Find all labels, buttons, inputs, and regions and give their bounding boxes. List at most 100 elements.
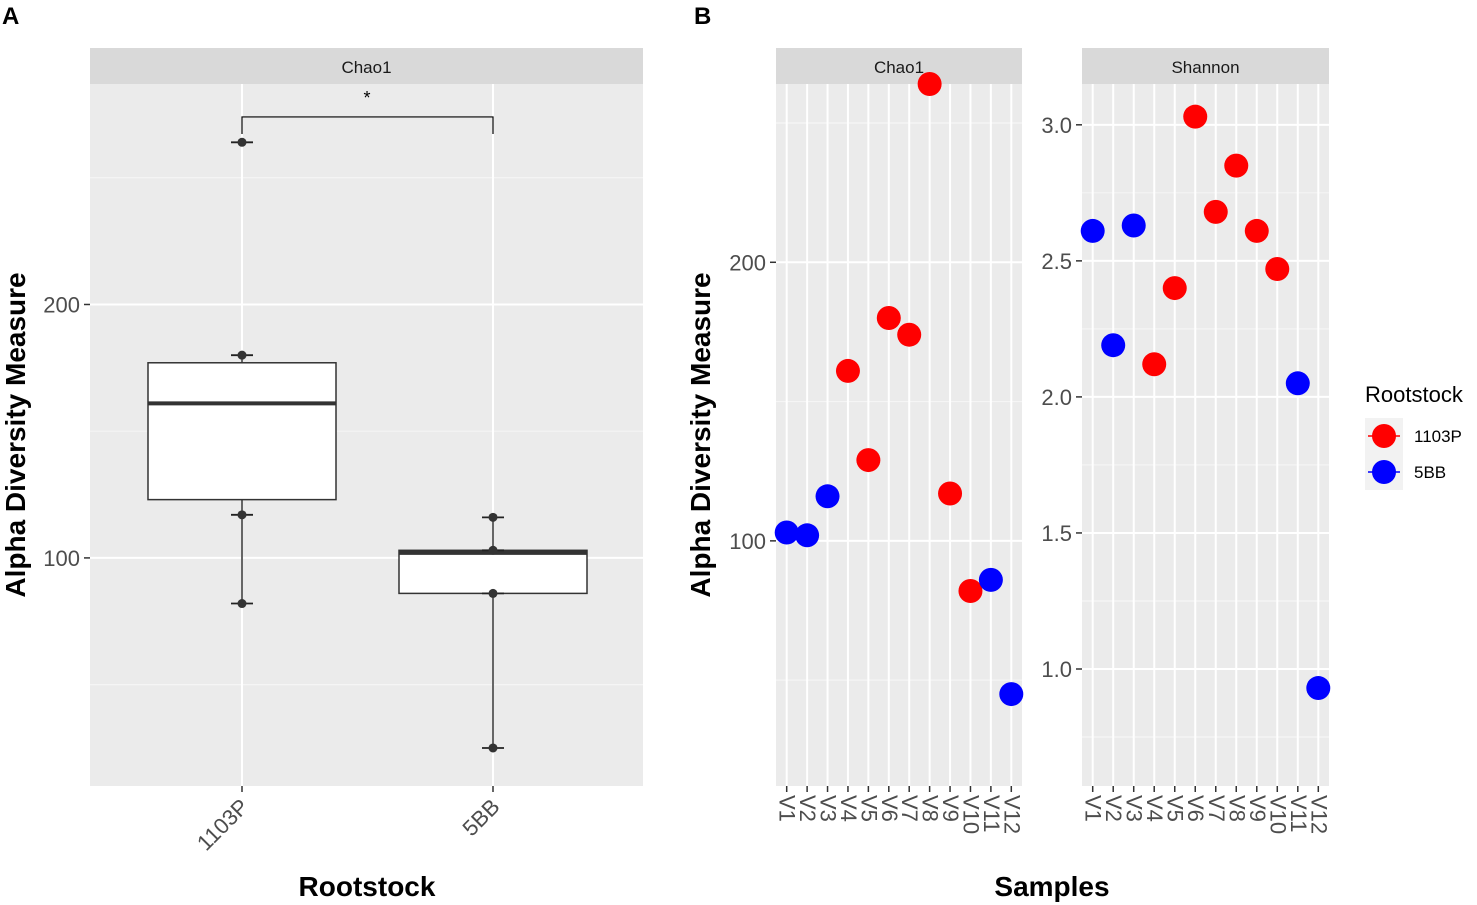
panel-b-facets: 100200V1V2V3V4V5V6V7V8V9V10V11V121.01.52… bbox=[729, 72, 1331, 834]
x-tick-label: V7 bbox=[1204, 795, 1229, 822]
y-tick-label: 200 bbox=[729, 250, 766, 275]
legend-label-5bb: 5BB bbox=[1414, 463, 1446, 482]
y-tick-label: 1.5 bbox=[1041, 521, 1072, 546]
x-tick-label: V7 bbox=[897, 795, 922, 822]
sample-point-shannon bbox=[1142, 352, 1167, 377]
x-tick-label: V5 bbox=[856, 795, 881, 822]
x-tick-label: V4 bbox=[1142, 795, 1167, 822]
x-tick-label: V6 bbox=[877, 795, 902, 822]
sample-point-chao1 bbox=[917, 72, 942, 96]
panel-b-chao1-strip-label: Chao1 bbox=[874, 58, 924, 77]
legend: Rootstock 1103P 5BB bbox=[1365, 382, 1464, 490]
panel-b-chao1-strip bbox=[776, 48, 1022, 84]
legend-marker-5bb bbox=[1372, 460, 1396, 484]
sample-point-chao1 bbox=[815, 484, 840, 509]
x-tick-label: V12 bbox=[1306, 795, 1331, 834]
sample-point-shannon bbox=[1101, 333, 1126, 358]
x-tick-label: V6 bbox=[1183, 795, 1208, 822]
sample-point-chao1 bbox=[835, 358, 860, 383]
x-tick-label: V9 bbox=[938, 795, 963, 822]
sample-point-shannon bbox=[1121, 213, 1146, 238]
sample-point-chao1 bbox=[897, 322, 922, 347]
sample-point-shannon bbox=[1203, 199, 1228, 224]
panel-b-y-title: Alpha Diversity Measure bbox=[685, 272, 716, 597]
box-5BB bbox=[398, 549, 588, 595]
panel-b-chao1-background bbox=[776, 84, 1022, 786]
x-tick-label: V2 bbox=[795, 795, 820, 822]
box-1103P bbox=[147, 362, 337, 501]
sample-point-shannon bbox=[1306, 676, 1331, 701]
x-tick-label: V3 bbox=[1122, 795, 1147, 822]
panel-b-shannon-strip bbox=[1082, 48, 1329, 84]
x-tick-label: V8 bbox=[918, 795, 943, 822]
panel-label-a: A bbox=[2, 3, 19, 30]
panel-a-y-axis: 100 200 bbox=[43, 292, 90, 571]
x-tick-label: V11 bbox=[1286, 795, 1311, 833]
x-tick-label: V9 bbox=[1245, 795, 1270, 822]
panel-a-strip-label: Chao1 bbox=[341, 58, 391, 77]
panel-a-points bbox=[231, 137, 504, 753]
data-point bbox=[237, 137, 247, 147]
sample-point-chao1 bbox=[999, 682, 1024, 707]
panel-b-x-title: Samples bbox=[994, 871, 1109, 902]
data-point bbox=[237, 510, 247, 520]
y-tick-label: 3.0 bbox=[1041, 113, 1072, 138]
sample-point-chao1 bbox=[876, 306, 901, 330]
x-tick-label: V2 bbox=[1101, 795, 1126, 822]
panel-a-x-axis: 1103P 5BB bbox=[192, 786, 505, 855]
legend-marker-1103p bbox=[1372, 424, 1396, 448]
significance-bracket bbox=[241, 116, 494, 134]
x-tick-label: V5 bbox=[1163, 795, 1188, 822]
panel-a: Chao1 * 100 200 1103P 5BB Rootstock Alpha … bbox=[0, 48, 643, 902]
sample-point-chao1 bbox=[856, 448, 881, 473]
data-point bbox=[488, 545, 498, 555]
data-point bbox=[488, 512, 498, 522]
x-tick-label: V11 bbox=[979, 795, 1004, 833]
legend-title: Rootstock bbox=[1365, 382, 1464, 407]
sample-point-chao1 bbox=[938, 481, 963, 506]
panel-b-shannon-strip-label: Shannon bbox=[1171, 58, 1239, 77]
x-tick-label: 5BB bbox=[457, 794, 504, 841]
x-tick-label: V4 bbox=[836, 795, 861, 822]
panel-a-boxes bbox=[147, 355, 588, 748]
x-tick-label: V10 bbox=[1265, 795, 1290, 834]
sample-point-shannon bbox=[1080, 218, 1105, 243]
x-tick-label: V3 bbox=[816, 795, 841, 822]
x-tick-label: V1 bbox=[775, 795, 800, 822]
sample-point-shannon bbox=[1224, 153, 1249, 178]
x-tick-label: V8 bbox=[1224, 795, 1249, 822]
y-tick-label: 100 bbox=[43, 546, 80, 571]
sample-point-shannon bbox=[1183, 104, 1208, 129]
sample-point-chao1 bbox=[795, 523, 820, 548]
y-tick-label: 2.5 bbox=[1041, 249, 1072, 274]
panel-b-shannon-background bbox=[1082, 84, 1329, 786]
x-tick-label: V1 bbox=[1081, 795, 1106, 822]
sample-point-chao1 bbox=[978, 567, 1003, 592]
y-tick-label: 2.0 bbox=[1041, 385, 1072, 410]
x-tick-label: V12 bbox=[999, 795, 1024, 834]
sample-point-chao1 bbox=[774, 520, 799, 545]
sample-point-shannon bbox=[1162, 276, 1187, 301]
y-tick-label: 200 bbox=[43, 292, 80, 317]
significance-bracket-line bbox=[241, 116, 494, 134]
panel-label-b: B bbox=[694, 3, 711, 30]
data-point bbox=[488, 588, 498, 598]
y-tick-label: 1.0 bbox=[1041, 657, 1072, 682]
data-point bbox=[488, 743, 498, 753]
panel-a-y-title: Alpha Diversity Measure bbox=[0, 272, 31, 597]
data-point bbox=[237, 599, 247, 609]
sample-point-shannon bbox=[1285, 371, 1310, 396]
x-tick-label: V10 bbox=[958, 795, 983, 834]
y-tick-label: 100 bbox=[729, 529, 766, 554]
sample-point-chao1 bbox=[958, 579, 983, 603]
sample-point-shannon bbox=[1265, 257, 1290, 282]
x-tick-label: 1103P bbox=[192, 794, 254, 856]
panel-b: Chao1 Shannon 100200V1V2V3V4V5V6V7V8V9V1… bbox=[685, 48, 1464, 902]
panel-a-strip bbox=[90, 48, 643, 84]
legend-label-1103p: 1103P bbox=[1414, 427, 1462, 446]
panel-a-x-title: Rootstock bbox=[299, 871, 436, 902]
data-point bbox=[237, 350, 247, 360]
sample-point-shannon bbox=[1244, 218, 1269, 243]
significance-label: * bbox=[363, 88, 370, 108]
